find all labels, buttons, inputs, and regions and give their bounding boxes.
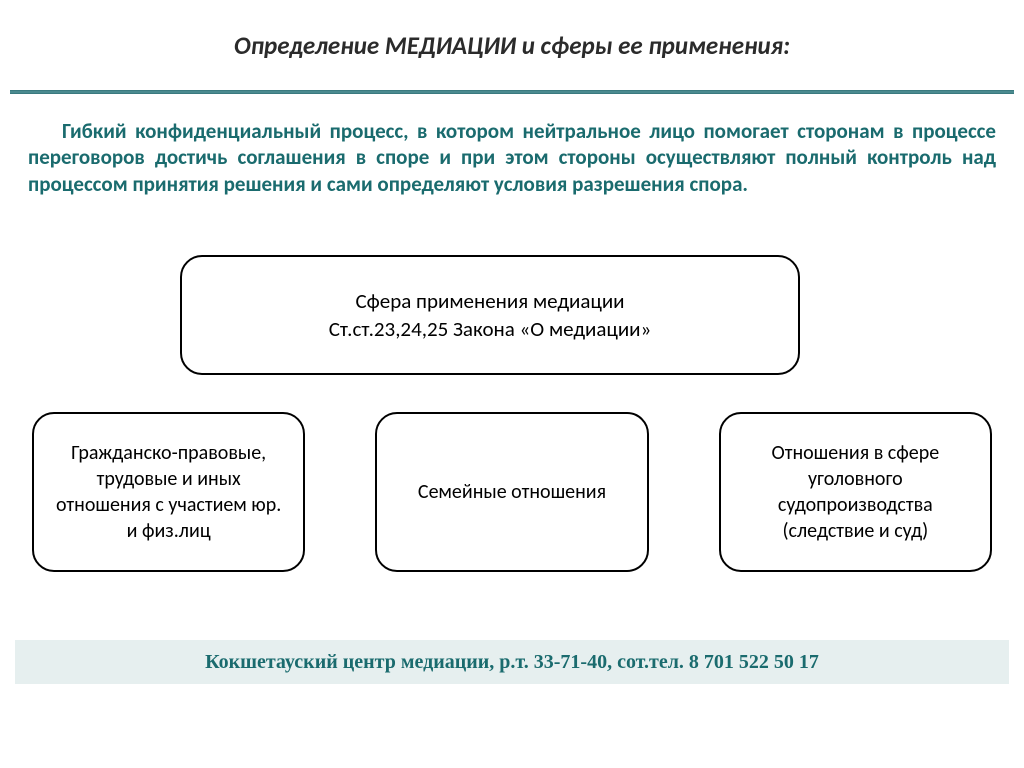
sub-box-3-text: Отношения в сфере уголовного судопроизво… xyxy=(739,440,972,544)
sub-box-2: Семейные отношения xyxy=(375,412,648,572)
title-divider xyxy=(10,90,1014,94)
main-scope-box: Сфера применения медиации Ст.ст.23,24,25… xyxy=(180,255,800,375)
page-title: Определение МЕДИАЦИИ и сферы ее применен… xyxy=(0,0,1024,61)
definition-text: Гибкий конфиденциальный процесс, в котор… xyxy=(28,118,996,197)
sub-box-2-text: Семейные отношения xyxy=(418,479,606,505)
footer-contact: Кокшетауский центр медиации, р.т. 33-71-… xyxy=(15,640,1009,684)
sub-boxes-row: Гражданско-правовые, трудовые и иных отн… xyxy=(32,412,992,572)
main-box-line2: Ст.ст.23,24,25 Закона «О медиации» xyxy=(329,315,652,343)
sub-box-1-text: Гражданско-правовые, трудовые и иных отн… xyxy=(52,440,285,544)
main-box-line1: Сфера применения медиации xyxy=(329,287,652,315)
sub-box-1: Гражданско-правовые, трудовые и иных отн… xyxy=(32,412,305,572)
sub-box-3: Отношения в сфере уголовного судопроизво… xyxy=(719,412,992,572)
